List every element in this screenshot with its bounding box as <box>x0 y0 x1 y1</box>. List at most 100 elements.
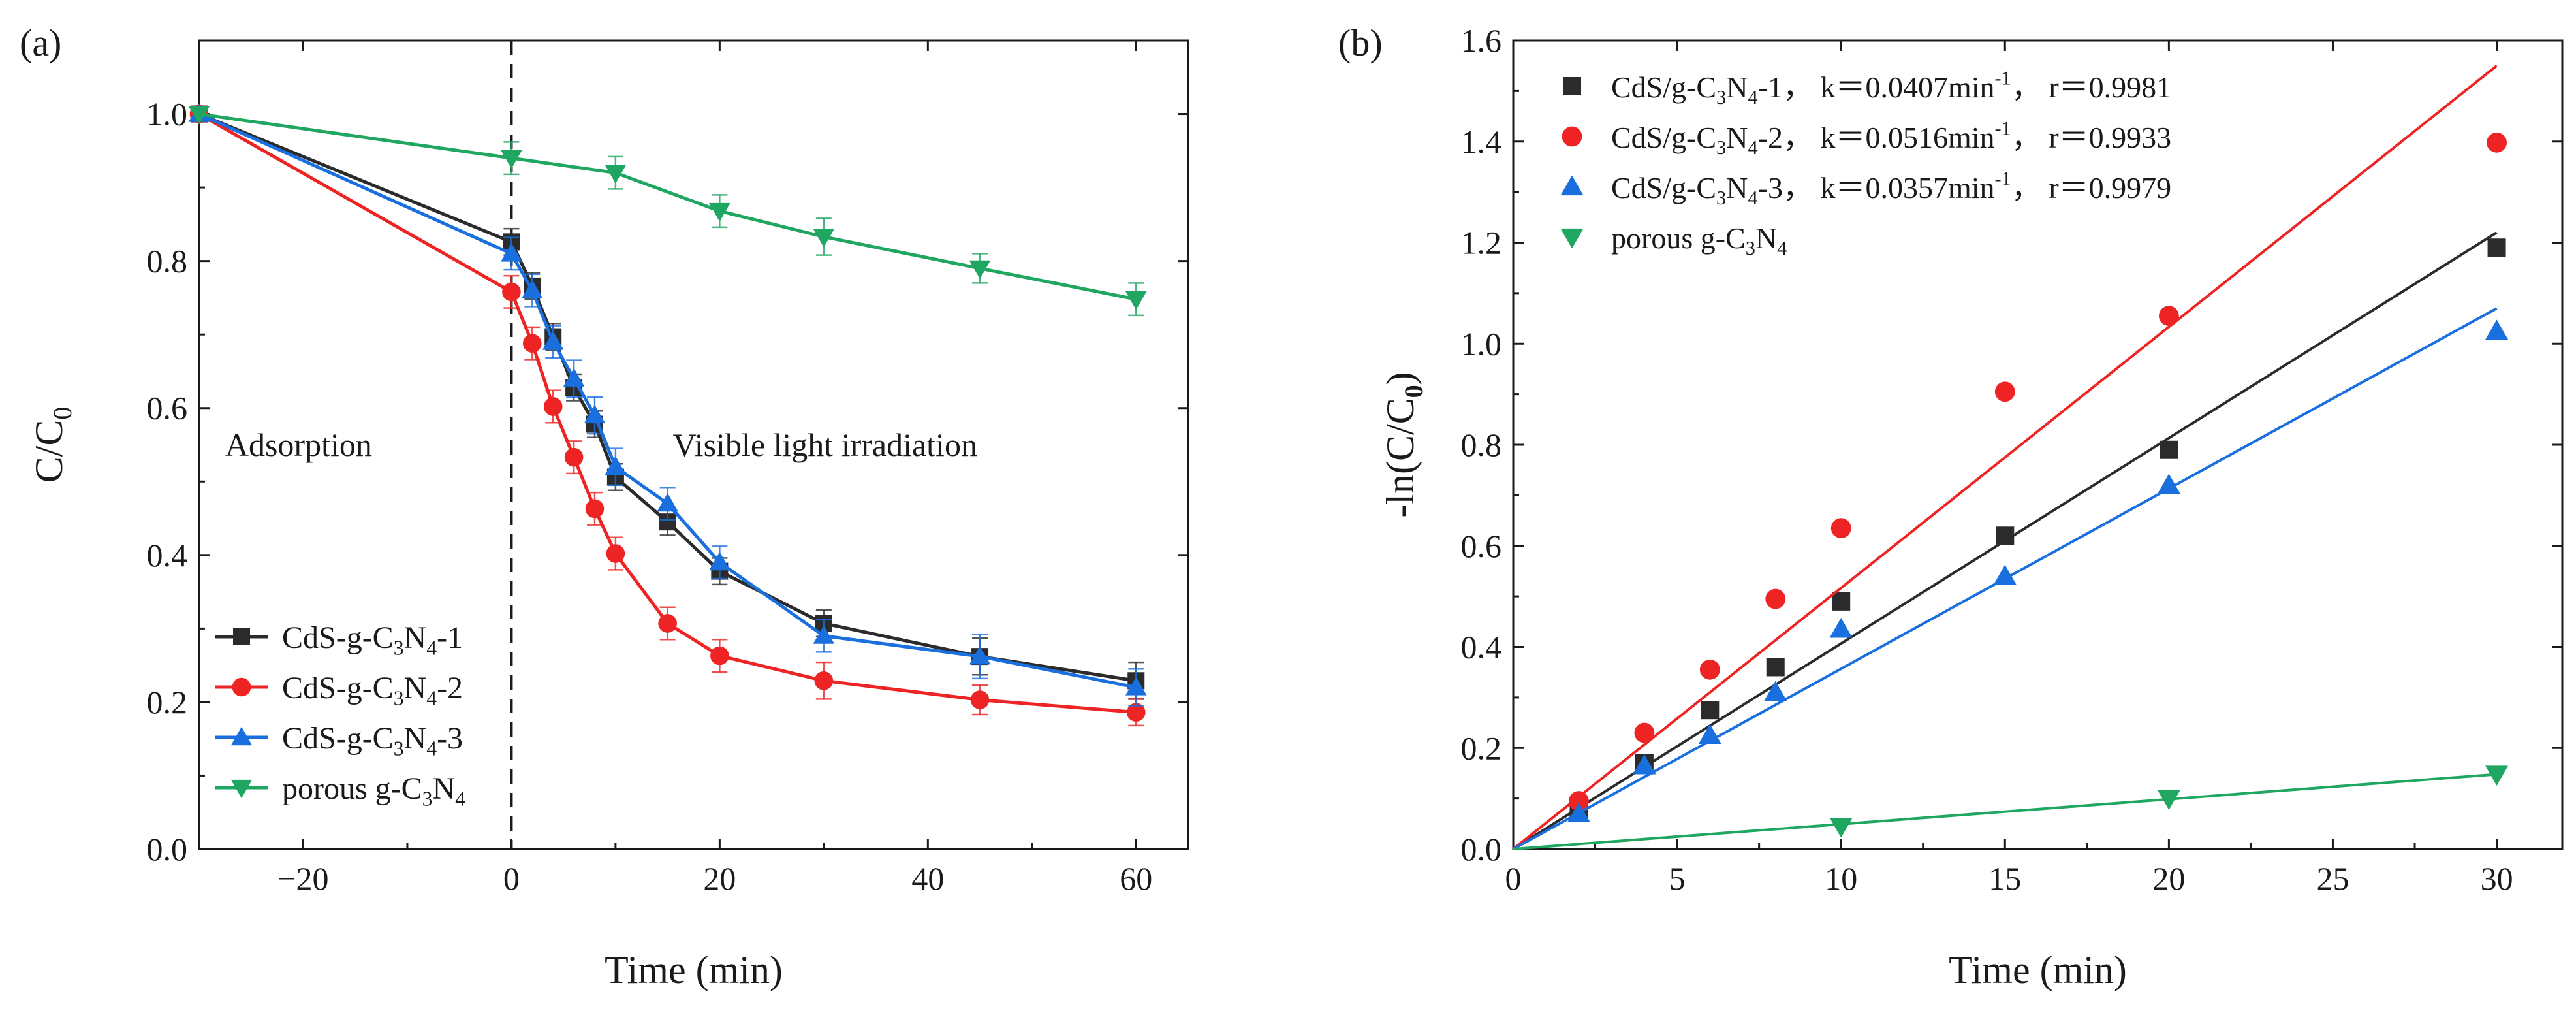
data-point <box>606 544 625 563</box>
series-line <box>198 112 1137 301</box>
data-point <box>1633 754 1656 775</box>
y-tick-label: 1.0 <box>147 96 188 133</box>
x-axis-title: Time (min) <box>605 948 783 991</box>
legend-marker <box>230 726 253 746</box>
y-tick-label: 0.8 <box>1461 426 1502 463</box>
data-point <box>2485 765 2509 786</box>
data-point <box>584 404 606 424</box>
legend-label: porous g-C3N4 <box>282 771 465 811</box>
data-point <box>2487 132 2507 153</box>
panel-a: (a) −20 0 20 40 60 0.0 0.2 0.4 0.6 0.8 1.0 Time (min… <box>20 22 1189 991</box>
x-axis-title: Time (min) <box>1949 948 2127 991</box>
data-point <box>542 331 564 350</box>
data-point <box>1830 518 1851 539</box>
data-point <box>2160 440 2178 459</box>
x-tick-label: 0 <box>1505 860 1522 897</box>
data-point <box>2157 790 2180 811</box>
data-point <box>1699 659 1720 680</box>
data-point <box>710 646 729 666</box>
data-point <box>969 645 991 665</box>
y-tick-label: 0.6 <box>147 390 188 426</box>
data-point <box>1634 722 1655 743</box>
data-point <box>1993 564 2017 585</box>
series-cds2 <box>1512 65 2507 850</box>
x-tick-label: −20 <box>277 860 328 897</box>
y-tick-label: 1.6 <box>1461 22 1502 59</box>
data-point <box>605 165 627 184</box>
series-line <box>198 112 1137 689</box>
panel-b: (b) 0 5 10 15 20 25 30 0.0 0.2 0.4 0.6 0.8 1.0 1.2 1.4 1… <box>1338 22 2564 991</box>
data-point <box>814 671 834 690</box>
legend-marker <box>230 779 253 799</box>
data-point <box>501 243 522 262</box>
legend: CdS-g-C3N4-1 CdS-g-C3N4-2 CdS-g-C3N4-3 poro… <box>215 620 465 811</box>
legend-marker <box>1560 228 1584 249</box>
data-point <box>1765 588 1786 609</box>
y-tick-label: 0.8 <box>147 243 188 280</box>
y-tick-label: 0.4 <box>147 537 188 573</box>
legend-label: CdS/g-C3N4-3， k＝0.0357min-1， r＝0.9979 <box>1611 168 2171 209</box>
data-point <box>1766 658 1785 677</box>
data-point <box>1994 381 2015 402</box>
data-point <box>709 551 730 571</box>
legend-marker <box>1562 126 1582 147</box>
data-point <box>563 368 585 387</box>
data-point <box>1126 703 1146 722</box>
y-tick-label: 0.0 <box>147 831 188 867</box>
data-point <box>1996 526 2015 545</box>
legend-marker <box>233 628 250 645</box>
data-point <box>2485 319 2509 340</box>
legend-label: CdS-g-C3N4-2 <box>282 671 463 710</box>
data-point <box>1125 677 1147 696</box>
plot-frame <box>198 39 1189 850</box>
data-point <box>2157 474 2180 494</box>
data-point <box>1764 681 1787 701</box>
x-tick-label: 30 <box>2481 860 2513 897</box>
legend-marker <box>232 677 251 697</box>
data-point <box>188 106 210 125</box>
data-point <box>605 456 627 475</box>
x-tick-label: 10 <box>1825 860 1857 897</box>
fit-line <box>1512 65 2498 850</box>
data-point <box>1829 617 1853 638</box>
y-tick-label: 1.2 <box>1461 225 1502 261</box>
data-point <box>1125 291 1147 310</box>
y-tick-label: 0.2 <box>1461 730 1502 766</box>
data-point <box>813 229 835 248</box>
legend-marker <box>1563 77 1581 95</box>
data-point <box>543 397 563 416</box>
data-point <box>813 625 835 644</box>
annotation-visible: Visible light irradiation <box>673 426 977 463</box>
data-point <box>1569 791 1589 811</box>
series-cds3 <box>1513 307 2509 850</box>
series-cds1 <box>1512 231 2506 850</box>
y-tick-label: 0.0 <box>1461 831 1502 867</box>
series-porous <box>1513 765 2509 850</box>
y-tick-label: 0.2 <box>147 684 188 720</box>
data-point <box>657 492 678 512</box>
y-tick-label: 0.4 <box>1461 629 1502 666</box>
legend: CdS/g-C3N4-1， k＝0.0407min-1， r＝0.9981 CdS… <box>1560 67 2171 259</box>
legend-label: CdS-g-C3N4-3 <box>282 721 463 760</box>
panel-label: (b) <box>1338 22 1383 64</box>
x-tick-label: 20 <box>2152 860 2185 897</box>
x-tick-label: 25 <box>2316 860 2349 897</box>
panel-label: (a) <box>20 22 61 64</box>
data-point <box>1829 818 1853 838</box>
annotation-adsorption: Adsorption <box>225 426 372 463</box>
data-point <box>969 260 991 280</box>
legend-label: CdS/g-C3N4-1， k＝0.0407min-1， r＝0.9981 <box>1611 67 2171 108</box>
data-point <box>1567 802 1590 822</box>
legend-marker <box>1560 175 1584 196</box>
fit-line <box>1513 773 2497 850</box>
y-tick-label: 1.4 <box>1461 123 1502 160</box>
data-point <box>2158 306 2179 327</box>
plot-frame <box>1512 39 2564 850</box>
series-cds3 <box>188 103 1147 707</box>
y-tick-label: 1.0 <box>1461 325 1502 362</box>
data-point <box>501 150 522 169</box>
legend-label: porous g-C3N4 <box>1611 221 1787 259</box>
data-point <box>2487 238 2506 257</box>
data-point <box>1698 724 1721 745</box>
